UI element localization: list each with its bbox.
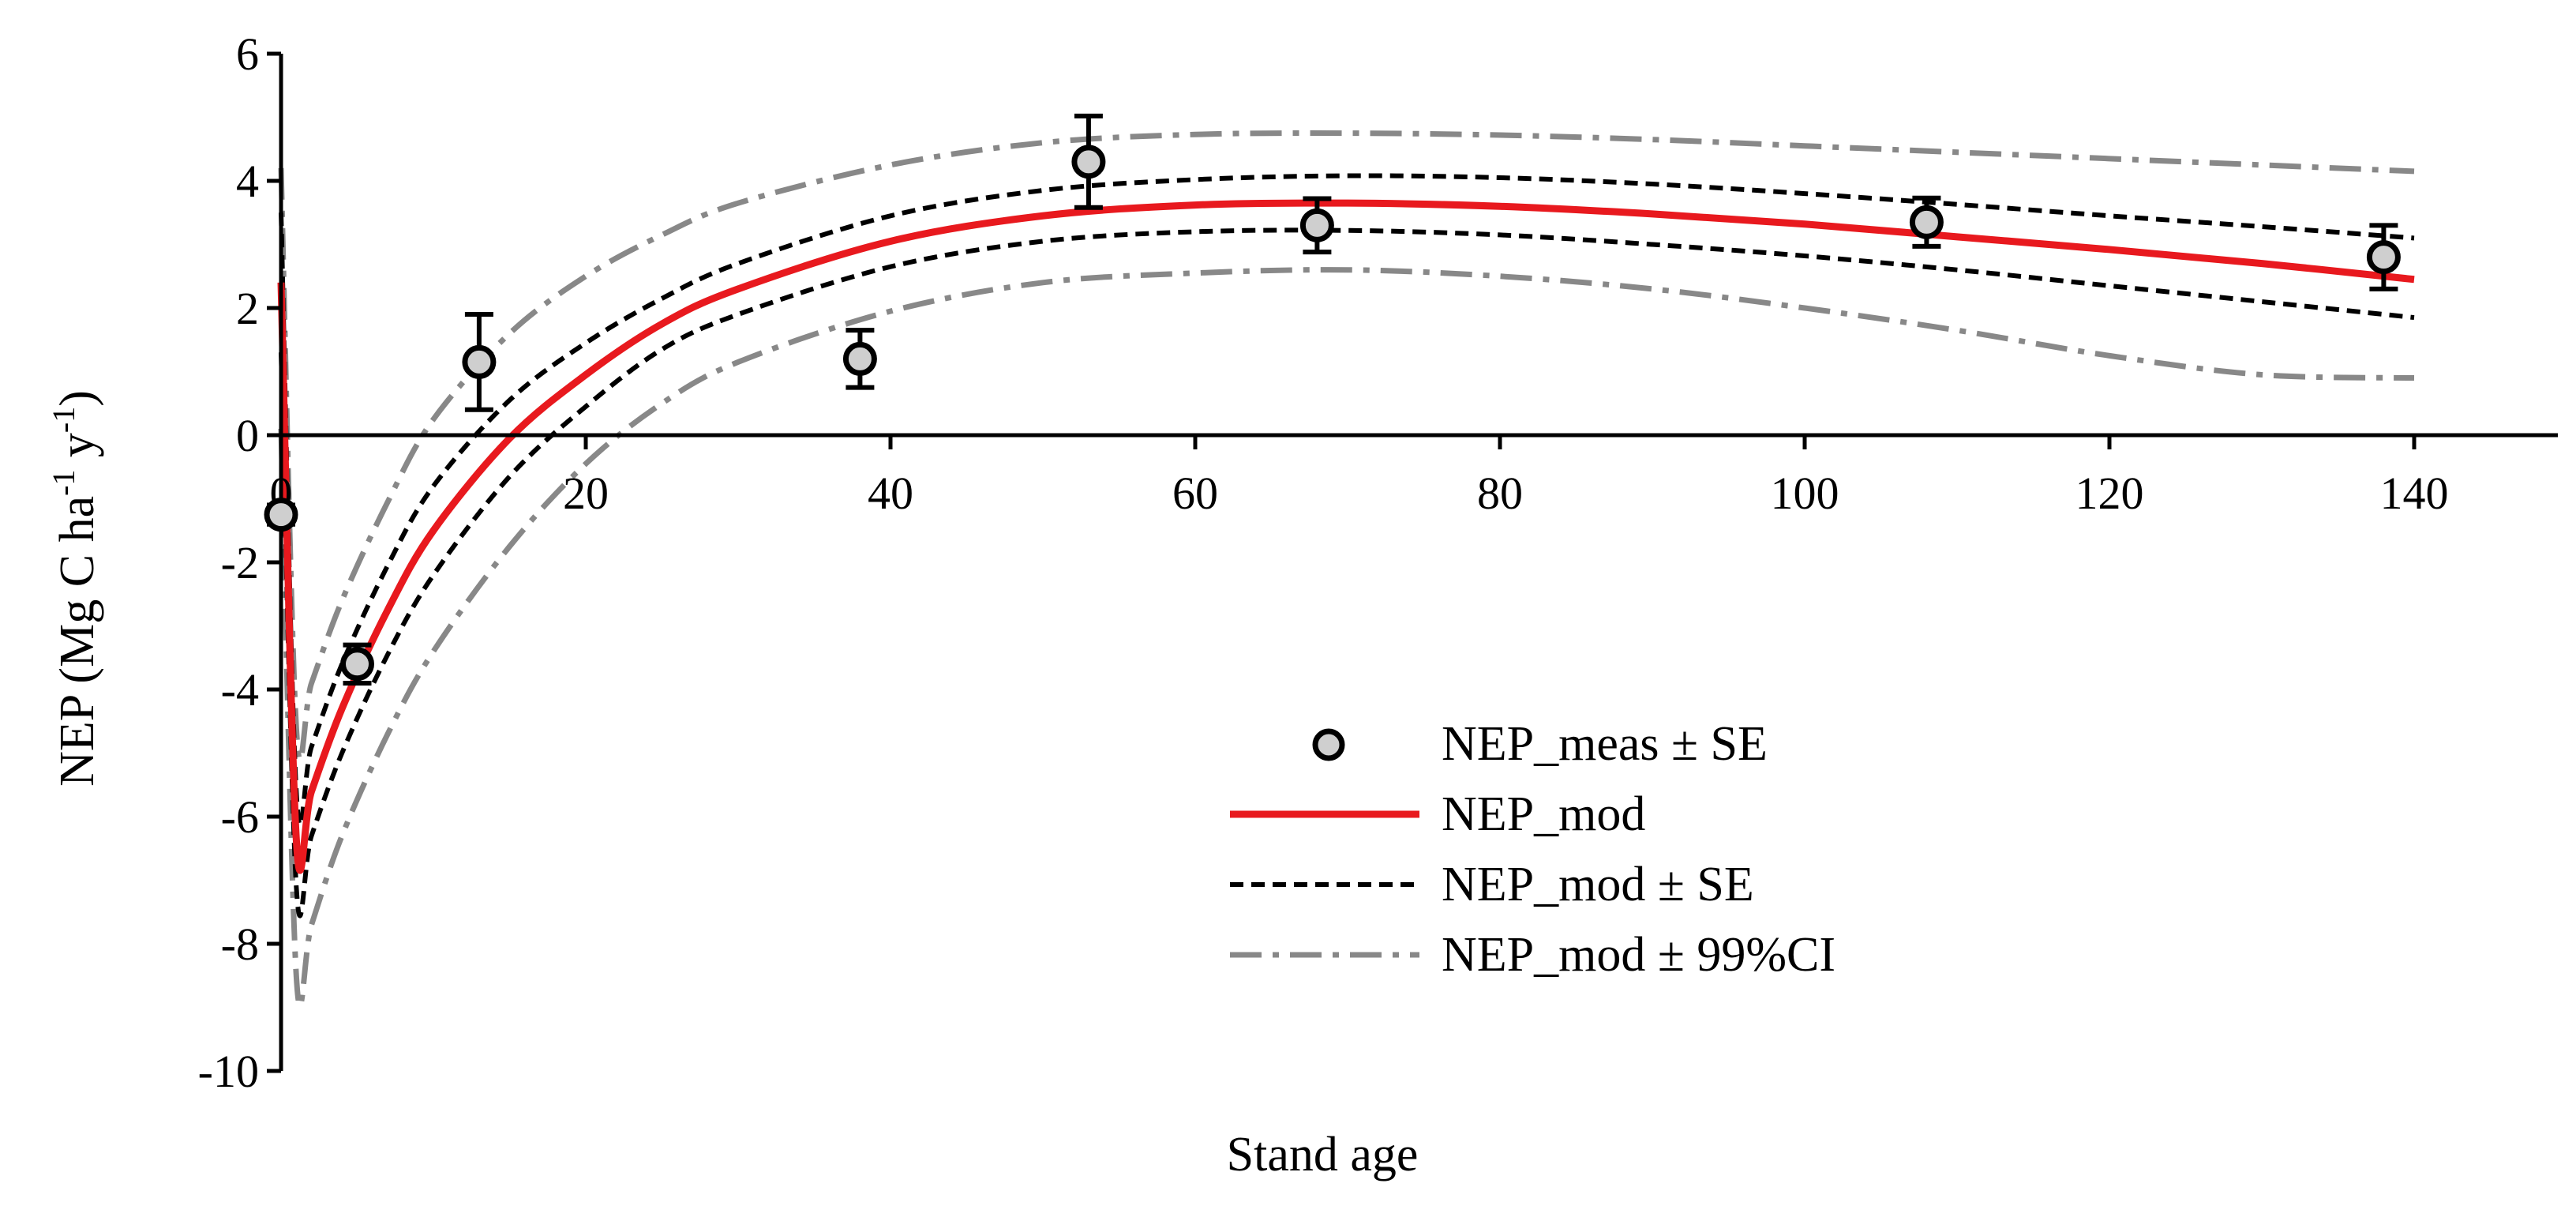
measured-point <box>1299 196 1334 255</box>
legend-label-meas: NEP_meas ± SE <box>1442 717 1768 771</box>
se-line <box>279 173 2415 828</box>
y-tick-label: 6 <box>236 28 259 80</box>
point-marker <box>1071 145 1106 179</box>
x-ticks: 0 20 40 60 80 100 120 140 <box>270 435 2449 519</box>
point-marker <box>340 647 374 682</box>
point-marker <box>842 341 877 376</box>
legend-entry-ci: NEP_mod ± 99%CI <box>1230 928 1835 982</box>
legend-entry-se: NEP_mod ± SE <box>1230 858 1754 911</box>
se-line <box>279 227 2415 919</box>
x-tick-label: 60 <box>1172 468 1218 519</box>
ci-lines <box>278 130 2415 1009</box>
y-tick-label: -8 <box>221 919 259 970</box>
x-tick-label: 100 <box>1771 468 1839 519</box>
point-marker <box>1909 205 1944 239</box>
model-curve <box>277 199 2415 874</box>
point-marker <box>462 344 497 379</box>
y-axis-title: NEP (Mg C ha-1 y-1) <box>46 390 104 787</box>
legend-entry-meas: NEP_meas ± SE <box>1312 717 1768 771</box>
measured-point <box>340 642 374 686</box>
legend-entry-mod: NEP_mod <box>1230 787 1645 841</box>
point-marker <box>264 498 298 532</box>
se-lines <box>279 173 2415 919</box>
measured-point <box>1071 113 1106 210</box>
y-tick-label: 2 <box>236 283 259 334</box>
x-tick-label: 40 <box>868 468 913 519</box>
measured-points <box>264 113 2401 686</box>
x-tick-label: 120 <box>2075 468 2144 519</box>
y-ticks: -10 -8 -6 -4 -2 0 2 4 6 <box>198 28 281 1097</box>
legend-label-se: NEP_mod ± SE <box>1442 858 1754 911</box>
measured-point <box>2366 223 2401 291</box>
y-tick-label: 0 <box>236 410 259 461</box>
point-marker <box>1299 208 1334 242</box>
y-axis-title-sup1: -1 <box>46 470 81 496</box>
point-marker <box>2366 240 2401 275</box>
measured-point <box>842 328 877 390</box>
y-tick-label: 4 <box>236 156 259 207</box>
measured-point <box>1909 195 1944 249</box>
x-tick-label: 20 <box>563 468 609 519</box>
measured-point <box>264 498 298 532</box>
x-axis-title: Stand age <box>1227 1128 1419 1182</box>
measured-point <box>462 312 497 412</box>
x-tick-label: 80 <box>1477 468 1523 519</box>
y-tick-label: -4 <box>221 664 259 716</box>
y-tick-label: -6 <box>221 791 259 843</box>
legend-label-ci: NEP_mod ± 99%CI <box>1442 928 1835 982</box>
y-axis-title-main: NEP (Mg C ha <box>51 496 104 787</box>
ci-line <box>278 130 2415 763</box>
legend-marker-circle <box>1312 728 1345 761</box>
y-axis-title-end: ) <box>51 390 104 407</box>
model-line <box>277 199 2415 874</box>
x-tick-label: 140 <box>2380 468 2449 519</box>
y-axis-title-mid: y <box>51 433 104 470</box>
legend: NEP_meas ± SE NEP_mod NEP_mod ± SE NEP_m… <box>1230 717 1835 982</box>
ci-line <box>278 267 2415 1009</box>
y-axis-title-sup2: -1 <box>46 407 81 433</box>
y-tick-label: -2 <box>221 537 259 588</box>
y-tick-label: -10 <box>198 1046 259 1097</box>
legend-label-mod: NEP_mod <box>1442 787 1645 841</box>
